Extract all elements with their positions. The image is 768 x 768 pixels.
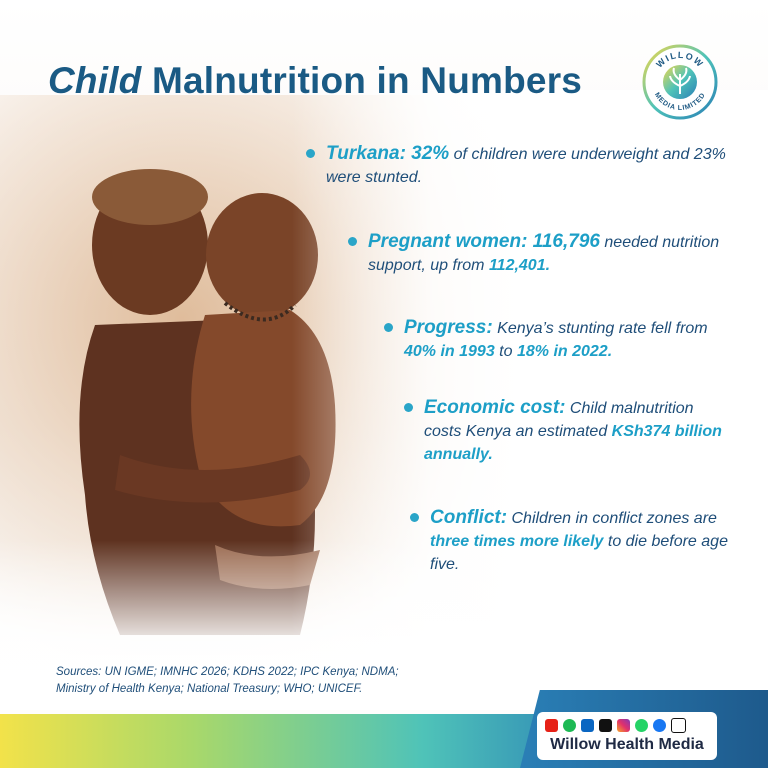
fact-label: Conflict: xyxy=(430,507,508,528)
bullet-dot xyxy=(306,149,315,158)
fact-text: Kenya’s stunting rate fell from xyxy=(492,320,708,337)
bullet-dot xyxy=(410,513,419,522)
spotify-icon[interactable] xyxy=(563,719,576,732)
fact-highlight: KSh374 billion annually. xyxy=(424,423,722,463)
fact-text: Children in conflict zones are xyxy=(507,510,717,527)
fact-label: Pregnant women: 116,796 xyxy=(368,231,600,252)
fact-highlight: 40% in 1993 xyxy=(404,343,495,360)
page-title: Child Malnutrition in Numbers xyxy=(48,60,582,102)
x-icon[interactable] xyxy=(671,718,686,733)
sources-line-1: Sources: UN IGME; IMNHC 2026; KDHS 2022;… xyxy=(56,666,399,678)
title-emphasis: Child xyxy=(48,60,142,101)
fact-label: Progress: xyxy=(404,317,493,338)
bullet-dot xyxy=(348,237,357,246)
fact-conflict: Conflict: Children in conflict zones are… xyxy=(410,506,730,576)
title-rest: Malnutrition in Numbers xyxy=(151,60,583,101)
fact-text-2: to die before age five. xyxy=(430,533,728,573)
sources-note: Sources: UN IGME; IMNHC 2026; KDHS 2022;… xyxy=(56,664,476,698)
facebook-icon[interactable] xyxy=(653,719,666,732)
fact-progress: Progress: Kenya’s stunting rate fell fro… xyxy=(384,316,734,363)
willow-media-logo: WILLOW MEDIA LIMITED xyxy=(642,44,718,120)
fact-text: needed nutrition support, up from xyxy=(368,234,720,274)
fact-text: Child malnutrition costs Kenya an estima… xyxy=(424,400,694,440)
youtube-icon[interactable] xyxy=(545,719,558,732)
tiktok-icon[interactable] xyxy=(599,719,612,732)
social-icons xyxy=(545,718,686,733)
whatsapp-icon[interactable] xyxy=(635,719,648,732)
fact-economic-cost: Economic cost: Child malnutrition costs … xyxy=(404,396,724,466)
instagram-icon[interactable] xyxy=(617,719,630,732)
fact-highlight: 112,401. xyxy=(488,257,551,274)
fact-label: Economic cost: xyxy=(424,397,566,418)
sources-line-2: Ministry of Health Kenya; National Treas… xyxy=(56,683,363,695)
fact-turkana: Turkana: 32% of children were underweigh… xyxy=(306,142,726,189)
linkedin-icon[interactable] xyxy=(581,719,594,732)
photo-fade-bottom xyxy=(0,540,768,710)
fact-text-2: to xyxy=(494,343,517,360)
fact-highlight: three times more likely xyxy=(430,533,604,550)
fact-pregnant-women: Pregnant women: 116,796 needed nutrition… xyxy=(348,230,728,277)
bullet-dot xyxy=(404,403,413,412)
fact-text: of children were underweight and 23% wer… xyxy=(326,146,726,186)
fact-highlight-2: 18% in 2022. xyxy=(516,343,613,360)
fact-label: Turkana: 32% xyxy=(326,143,450,164)
brand-name: Willow Health Media xyxy=(550,736,704,753)
social-brand-box: Willow Health Media xyxy=(537,712,717,760)
bullet-dot xyxy=(384,323,393,332)
